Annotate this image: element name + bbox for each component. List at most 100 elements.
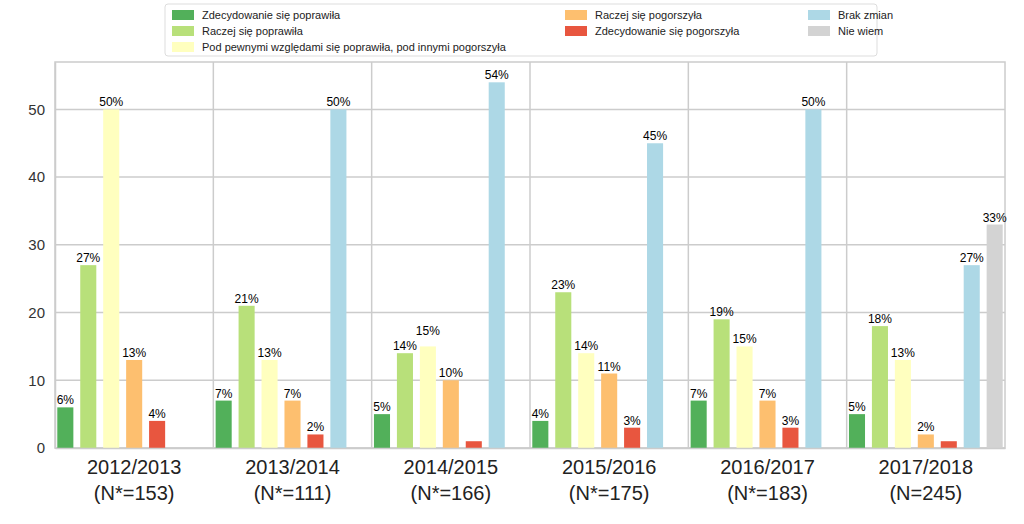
- data-label: 18%: [868, 312, 892, 326]
- chart: 6%7%5%4%7%5%27%21%14%23%19%18%50%13%15%1…: [0, 0, 1024, 524]
- data-label: 13%: [891, 346, 915, 360]
- bar: [647, 143, 663, 448]
- legend-item: Zdecydowanie się poprawiła: [172, 9, 341, 21]
- y-tick: 10: [28, 372, 55, 389]
- bar: [262, 360, 278, 448]
- data-label: 27%: [960, 251, 984, 265]
- legend: Zdecydowanie się poprawiła Raczej się pop…: [165, 4, 893, 56]
- data-label: 4%: [532, 407, 550, 421]
- bar: [759, 401, 775, 448]
- legend-item: Zdecydowanie się pogorszyła: [565, 25, 740, 37]
- bar: [374, 414, 390, 448]
- data-label: 5%: [373, 400, 391, 414]
- bar: [443, 380, 459, 448]
- x-tick-label-line: 2015/2016: [562, 456, 657, 478]
- bar: [964, 265, 980, 448]
- data-label: 21%: [235, 292, 259, 306]
- data-label: 3%: [782, 414, 800, 428]
- bar: [489, 82, 505, 448]
- x-tick: 2017/2018(N=245): [879, 448, 974, 504]
- x-axis: 2012/2013(N*=153) 2013/2014(N*=111) 2014/2…: [56, 448, 1006, 504]
- legend-box: [165, 4, 877, 56]
- x-tick: 2014/2015 (N*=166): [404, 448, 499, 504]
- data-label: 7%: [284, 387, 302, 401]
- data-label: 4%: [148, 407, 166, 421]
- legend-swatch: [172, 26, 194, 36]
- bar: [80, 265, 96, 448]
- bars: [57, 82, 1002, 448]
- bar: [737, 346, 753, 448]
- legend-swatch: [172, 42, 194, 52]
- legend-label: Pod pewnymi względami się poprawiła, pod…: [202, 41, 507, 53]
- y-tick-label: 50: [28, 101, 45, 118]
- data-label: 27%: [76, 251, 100, 265]
- legend-label: Raczej się pogorszyła: [595, 9, 703, 21]
- x-tick: 2015/2016(N*=175): [562, 448, 657, 504]
- bar: [216, 401, 232, 448]
- bar: [601, 374, 617, 448]
- panel-separator: [371, 62, 373, 448]
- data-label: 45%: [643, 129, 667, 143]
- data-label: 7%: [215, 387, 233, 401]
- legend-swatch: [565, 10, 587, 20]
- legend-label: Zdecydowanie się pogorszyła: [595, 25, 740, 37]
- bar: [578, 353, 594, 448]
- x-axis-line: [56, 448, 1006, 450]
- bar: [103, 109, 119, 448]
- x-tick-label: 2013/2014(N*=111): [245, 456, 340, 504]
- data-labels: 6%7%5%4%7%5%27%21%14%23%19%18%50%13%15%1…: [57, 68, 1007, 434]
- legend-swatch: [808, 26, 830, 36]
- y-tick-label: 30: [28, 236, 45, 253]
- legend-item: Pod pewnymi względami się poprawiła, pod…: [172, 41, 507, 53]
- data-label: 33%: [983, 211, 1007, 225]
- x-tick-label-line: (N*=166): [411, 482, 492, 504]
- y-tick-label: 40: [28, 168, 45, 185]
- data-label: 23%: [551, 278, 575, 292]
- panel-separator: [846, 62, 848, 448]
- data-label: 5%: [848, 400, 866, 414]
- data-label: 14%: [393, 339, 417, 353]
- bar: [895, 360, 911, 448]
- data-label: 50%: [99, 95, 123, 109]
- bar: [941, 441, 957, 448]
- bar: [57, 407, 73, 448]
- bar: [149, 421, 165, 448]
- plot-frame: [55, 62, 1005, 448]
- data-label: 14%: [574, 339, 598, 353]
- legend-label: Brak zmian: [838, 9, 893, 21]
- panel-separator: [688, 62, 690, 448]
- data-label: 50%: [326, 95, 350, 109]
- legend-swatch: [172, 10, 194, 20]
- bar: [532, 421, 548, 448]
- bar: [420, 346, 436, 448]
- bar: [782, 428, 798, 448]
- legend-item: Raczej się poprawiła: [172, 25, 304, 37]
- bar: [555, 292, 571, 448]
- y-tick-label: 20: [28, 304, 45, 321]
- x-tick: 2012/2013(N*=153): [87, 448, 182, 504]
- x-tick-label-line: 2014/2015: [404, 456, 499, 478]
- data-label: 50%: [801, 95, 825, 109]
- legend-label: Nie wiem: [838, 25, 883, 37]
- bar: [714, 319, 730, 448]
- bar: [307, 434, 323, 448]
- x-tick-label: 2014/2015 (N*=166): [404, 456, 499, 504]
- bar: [284, 401, 300, 448]
- x-tick-label: 2017/2018(N=245): [879, 456, 974, 504]
- legend-label: Raczej się poprawiła: [202, 25, 304, 37]
- data-label: 6%: [57, 393, 75, 407]
- panel-separator: [213, 62, 215, 448]
- data-label: 7%: [690, 387, 708, 401]
- bar: [872, 326, 888, 448]
- legend-label: Zdecydowanie się poprawiła: [202, 9, 341, 21]
- y-tick-label: 0: [37, 439, 45, 456]
- y-tick: 30: [28, 236, 55, 253]
- data-label: 13%: [258, 346, 282, 360]
- legend-item: Nie wiem: [808, 25, 883, 37]
- data-label: 7%: [759, 387, 777, 401]
- data-label: 15%: [416, 324, 440, 338]
- data-label: 10%: [439, 366, 463, 380]
- x-tick-label-line: 2013/2014: [245, 456, 340, 478]
- y-axis: 0 10 20 30 40 50: [28, 63, 55, 457]
- x-tick-label: 2016/2017(N*=183): [720, 456, 815, 504]
